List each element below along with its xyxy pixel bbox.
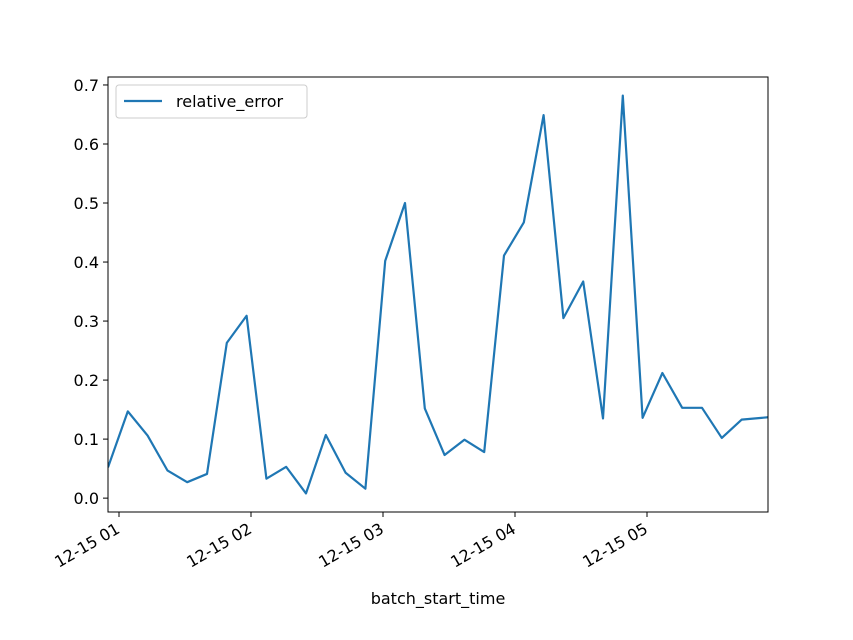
- y-tick-label: 0.7: [74, 76, 99, 95]
- y-tick-label: 0.1: [74, 430, 99, 449]
- y-tick-label: 0.4: [74, 253, 99, 272]
- x-tick-label: 12-15 05: [579, 519, 651, 571]
- x-axis-label: batch_start_time: [371, 589, 506, 609]
- y-axis: 0.0 0.1 0.2 0.3 0.4 0.5 0.6 0.7: [74, 76, 108, 508]
- x-tick-label: 12-15 01: [51, 519, 123, 571]
- y-tick-label: 0.3: [74, 312, 99, 331]
- series-layer: [108, 94, 768, 495]
- legend: relative_error: [115, 84, 308, 119]
- y-tick-label: 0.5: [74, 194, 99, 213]
- x-tick-label: 12-15 03: [315, 519, 387, 571]
- x-tick-label: 12-15 02: [183, 519, 255, 571]
- plot-area: [107, 76, 769, 513]
- y-tick-label: 0.6: [74, 135, 99, 154]
- plot-frame: [107, 76, 769, 513]
- series-line-relative_error: [108, 94, 768, 495]
- x-tick-label: 12-15 04: [447, 519, 519, 571]
- legend-label: relative_error: [176, 92, 284, 112]
- y-tick-label: 0.0: [74, 489, 99, 508]
- legend-box: [115, 84, 308, 119]
- x-axis: 12-15 01 12-15 02 12-15 03 12-15 04 12-15 05: [51, 512, 651, 571]
- y-tick-label: 0.2: [74, 371, 99, 390]
